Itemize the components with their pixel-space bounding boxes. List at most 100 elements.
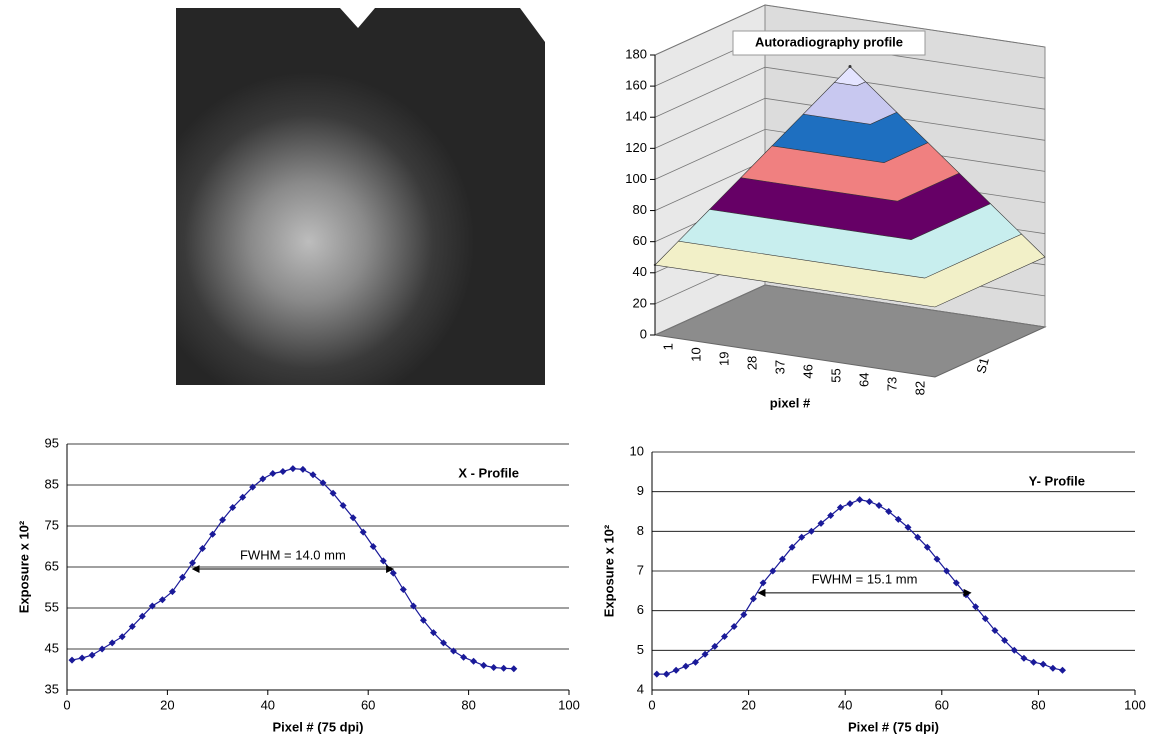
- data-point: [1001, 636, 1009, 644]
- data-point: [730, 623, 738, 630]
- data-point: [943, 567, 951, 575]
- x-tick-label: 80: [1031, 697, 1045, 712]
- data-point: [846, 500, 854, 508]
- x-tick-label: 60: [935, 697, 949, 712]
- y-tick-label: 180: [625, 46, 647, 61]
- y-tick-label: 4: [637, 681, 644, 696]
- data-point: [480, 661, 488, 669]
- grid-line: [654, 4, 1046, 56]
- data-point: [249, 483, 257, 491]
- y-tick-label: 0: [640, 326, 647, 341]
- y-tick-label: 75: [45, 517, 59, 532]
- title-box: [732, 30, 926, 56]
- y-axis-label: Exposure x 10²: [601, 524, 616, 617]
- chart-title: Autoradiography profile: [755, 34, 903, 49]
- x-tick-label: 20: [741, 697, 755, 712]
- data-point: [329, 489, 337, 497]
- data-point: [1049, 664, 1057, 672]
- chart-title: Y- Profile: [1029, 473, 1085, 488]
- data-point: [740, 611, 748, 619]
- x-tick-label: 64: [856, 373, 871, 387]
- data-point: [259, 475, 267, 483]
- data-point: [168, 588, 176, 596]
- data-point: [128, 623, 136, 630]
- data-point: [299, 465, 307, 473]
- annotation: FWHM = 14.0 mm: [240, 547, 346, 562]
- data-point: [885, 508, 893, 515]
- data-point: [981, 615, 989, 623]
- x-tick-label: 55: [828, 368, 843, 382]
- data-point: [865, 498, 873, 506]
- data-point: [269, 470, 277, 477]
- data-point: [759, 579, 767, 587]
- data-point: [379, 557, 387, 565]
- data-point: [219, 516, 227, 524]
- data-point: [672, 666, 680, 674]
- y-tick-label: 60: [633, 233, 647, 248]
- x-tick-label: 60: [361, 697, 375, 712]
- x-tick-label: 82: [912, 381, 927, 395]
- x-tick-label: 1: [660, 343, 675, 350]
- data-point: [798, 533, 806, 541]
- x-tick-label: 80: [461, 697, 475, 712]
- y-axis-label: Exposure x 10²: [16, 520, 31, 613]
- data-point: [663, 670, 670, 678]
- data-point: [711, 642, 719, 650]
- x-tick-label: 100: [1124, 697, 1146, 712]
- data-point: [78, 654, 86, 662]
- grid-line: [654, 128, 1046, 180]
- data-point: [653, 670, 661, 678]
- data-point: [430, 629, 437, 637]
- data-point: [788, 543, 796, 551]
- data-point: [856, 496, 864, 504]
- data-point: [701, 650, 709, 658]
- x-axis-label: pixel #: [770, 395, 811, 410]
- data-point: [952, 579, 960, 587]
- data-point: [1030, 658, 1038, 666]
- y-tick-label: 9: [637, 483, 644, 498]
- surface-base: [653, 263, 657, 267]
- annotation: FWHM = 15.1 mm: [812, 571, 918, 586]
- data-point: [349, 514, 357, 522]
- data-point: [148, 602, 156, 610]
- data-point: [470, 657, 478, 665]
- y-tick-label: 6: [637, 602, 644, 617]
- data-point: [239, 493, 247, 501]
- x-axis-label: Pixel # (75 dpi): [272, 719, 363, 734]
- x-tick-label: 19: [716, 352, 731, 366]
- data-point: [923, 543, 931, 551]
- data-point: [419, 616, 427, 624]
- data-point: [399, 586, 407, 593]
- grid-line: [654, 284, 1046, 336]
- data-point: [692, 658, 699, 666]
- grid-line: [654, 97, 1046, 149]
- x-tick-label: 20: [160, 697, 174, 712]
- data-point: [450, 647, 457, 655]
- data-point: [894, 515, 902, 523]
- data-point: [199, 545, 206, 552]
- y-tick-label: 95: [45, 435, 59, 450]
- surface-band: [833, 66, 867, 87]
- y-tick-label: 140: [625, 109, 647, 124]
- data-point: [209, 530, 217, 538]
- x-tick-label: 73: [884, 377, 899, 391]
- x-tick-label: 37: [772, 360, 787, 374]
- y-tick-label: 160: [625, 78, 647, 93]
- data-point: [682, 662, 690, 670]
- data-point: [279, 468, 287, 475]
- y-tick-label: 45: [45, 640, 59, 655]
- data-point: [158, 596, 166, 604]
- x-tick-label: 28: [744, 356, 759, 370]
- x-tick-label: 10: [688, 347, 703, 361]
- data-point: [1039, 660, 1047, 668]
- y-tick-label: 35: [45, 681, 59, 696]
- data-point: [309, 471, 317, 479]
- y-tick-label: 85: [45, 476, 59, 491]
- autoradiography-photo: [176, 8, 545, 385]
- data-point: [875, 502, 883, 509]
- y-tick-label: 120: [625, 140, 647, 155]
- data-point: [179, 573, 186, 581]
- x-tick-label: 40: [261, 697, 275, 712]
- y-tick-label: 100: [625, 171, 647, 186]
